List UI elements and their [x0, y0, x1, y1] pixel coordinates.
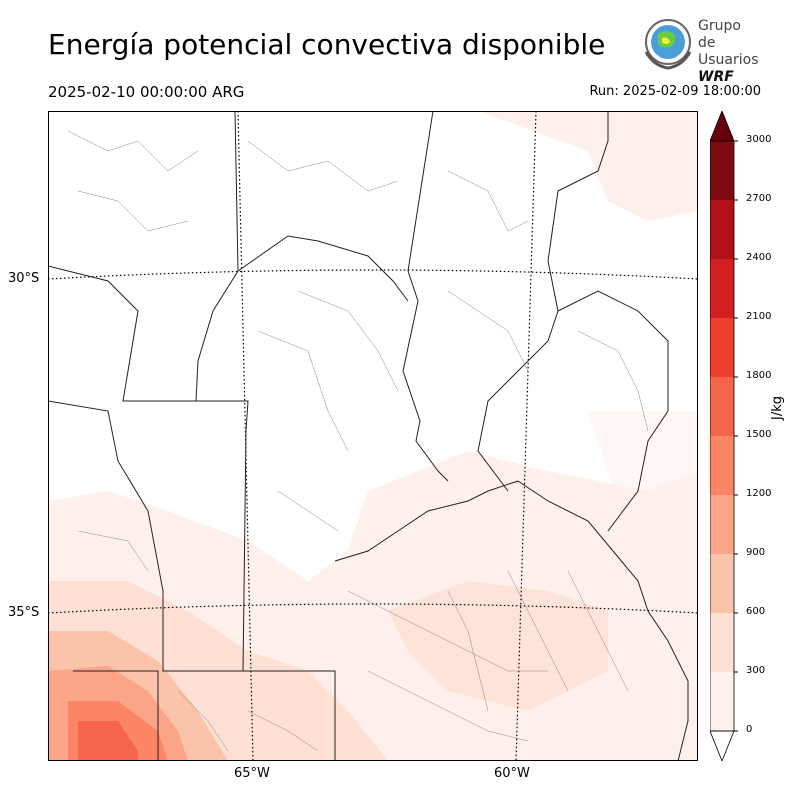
- colorbar-under-arrow: [710, 730, 735, 761]
- lon-label-60w: 60°W: [494, 766, 530, 781]
- colorbar-tick-label: 300: [746, 665, 766, 676]
- colorbar-over-arrow: [710, 111, 735, 142]
- colorbar-tick-label: 2400: [746, 252, 772, 263]
- colorbar-tick-label: 1800: [746, 370, 772, 381]
- colorbar-bin: [710, 672, 734, 731]
- colorbar-tick-label: 2100: [746, 311, 772, 322]
- logo-line1: Grupo de: [698, 18, 741, 51]
- colorbar-bin: [710, 377, 734, 436]
- colorbar-tick-label: 2700: [746, 193, 772, 204]
- colorbar-bin: [710, 613, 734, 672]
- lat-label-35s: 35°S: [8, 605, 40, 620]
- wrf-logo: Grupo de Usuarios WRF: [640, 16, 760, 85]
- cape-map: [48, 111, 698, 761]
- colorbar-ticks: [734, 140, 738, 732]
- valid-time: 2025-02-10 00:00:00 ARG: [48, 83, 245, 101]
- globe-logo-icon: [644, 19, 692, 70]
- department-borders: [67, 130, 649, 752]
- lon-label-65w: 65°W: [234, 766, 270, 781]
- map-title: Energía potencial convectiva disponible: [48, 28, 606, 61]
- colorbar: [710, 111, 738, 761]
- colorbar-bin: [710, 554, 734, 613]
- colorbar-unit: J/kg: [770, 396, 785, 420]
- colorbar-bin: [710, 436, 734, 495]
- colorbar-tick-label: 1200: [746, 488, 772, 499]
- logo-line3: WRF: [698, 69, 734, 85]
- colorbar-bin: [710, 318, 734, 377]
- colorbar-bin: [710, 200, 734, 259]
- logo-line2: Usuarios: [698, 52, 759, 68]
- colorbar-bins: [710, 141, 734, 731]
- colorbar-bin: [710, 259, 734, 318]
- province-borders: [48, 111, 689, 761]
- colorbar-bin: [710, 141, 734, 200]
- colorbar-tick-label: 3000: [746, 134, 772, 145]
- cape-field: [48, 111, 698, 761]
- colorbar-tick-label: 0: [746, 724, 753, 735]
- run-time: Run: 2025-02-09 18:00:00: [589, 84, 761, 99]
- colorbar-bin: [710, 495, 734, 554]
- colorbar-tick-label: 600: [746, 606, 766, 617]
- colorbar-tick-label: 1500: [746, 429, 772, 440]
- colorbar-tick-label: 900: [746, 547, 766, 558]
- lat-label-30s: 30°S: [8, 271, 40, 286]
